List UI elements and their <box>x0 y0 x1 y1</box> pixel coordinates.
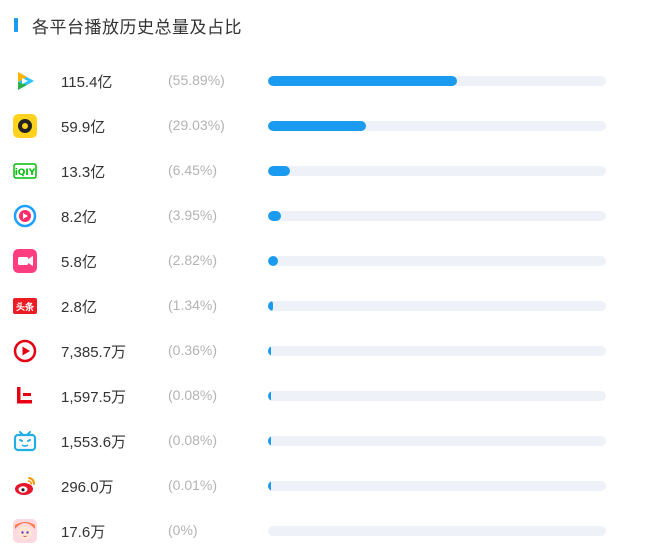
platform-row: 296.0万 (0.01%) <box>0 471 650 501</box>
bar-fill <box>268 211 282 221</box>
play-count-label: 17.6万 <box>61 524 106 541</box>
play-count-label: 8.2亿 <box>61 209 97 226</box>
svg-text:头条: 头条 <box>16 301 35 313</box>
percent-label: (0%) <box>168 522 198 538</box>
chart-title: 各平台播放历史总量及占比 <box>32 17 242 37</box>
percent-label: (0.08%) <box>168 432 218 448</box>
header-accent-bar <box>14 18 18 32</box>
platform-row: 7,385.7万 (0.36%) <box>0 336 650 366</box>
anime-avatar-icon <box>13 519 37 543</box>
toutiao-icon: 头条 <box>13 294 37 318</box>
platform-row: 115.4亿 (55.89%) <box>0 66 650 96</box>
play-count-label: 1,597.5万 <box>61 389 127 406</box>
pink-video-app-icon <box>13 249 37 273</box>
red-play-app-icon <box>13 339 37 363</box>
platform-row: 1,553.6万 (0.08%) <box>0 426 650 456</box>
bar-fill <box>268 436 271 446</box>
percent-label: (2.82%) <box>168 252 218 268</box>
platform-row: 8.2亿 (3.95%) <box>0 201 650 231</box>
bilibili-icon <box>13 429 37 453</box>
play-count-label: 7,385.7万 <box>61 344 127 361</box>
percent-label: (3.95%) <box>168 207 218 223</box>
bar-fill <box>268 76 457 86</box>
bar-track <box>268 301 606 311</box>
play-count-label: 296.0万 <box>61 479 114 496</box>
yellow-lens-app-icon <box>13 114 37 138</box>
bar-fill <box>268 121 367 131</box>
bar-fill <box>268 481 271 491</box>
bar-track <box>268 391 606 401</box>
bar-track <box>268 76 606 86</box>
percent-label: (6.45%) <box>168 162 218 178</box>
bar-track <box>268 526 606 536</box>
play-count-label: 115.4亿 <box>61 74 113 91</box>
bar-track <box>268 166 606 176</box>
percent-label: (0.08%) <box>168 387 218 403</box>
bar-track <box>268 436 606 446</box>
bar-fill <box>268 391 271 401</box>
bar-fill <box>268 166 290 176</box>
bar-fill <box>268 301 273 311</box>
platform-row: 5.8亿 (2.82%) <box>0 246 650 276</box>
percent-label: (0.36%) <box>168 342 218 358</box>
platform-row: 1,597.5万 (0.08%) <box>0 381 650 411</box>
svg-text:iQIY: iQIY <box>15 168 36 178</box>
play-count-label: 59.9亿 <box>61 119 106 136</box>
platform-row: 17.6万 (0%) <box>0 516 650 546</box>
percent-label: (1.34%) <box>168 297 218 313</box>
bar-track <box>268 346 606 356</box>
bar-track <box>268 121 606 131</box>
youku-icon <box>13 204 37 228</box>
percent-label: (55.89%) <box>168 72 225 88</box>
percent-label: (29.03%) <box>168 117 225 133</box>
percent-label: (0.01%) <box>168 477 218 493</box>
bar-track <box>268 481 606 491</box>
bar-fill <box>268 346 271 356</box>
tencent-video-icon <box>13 69 37 93</box>
weibo-icon <box>13 474 37 498</box>
play-count-label: 1,553.6万 <box>61 434 127 451</box>
platform-row: 头条 2.8亿 (1.34%) <box>0 291 650 321</box>
play-count-label: 13.3亿 <box>61 164 106 181</box>
play-count-label: 2.8亿 <box>61 299 97 316</box>
bar-track <box>268 211 606 221</box>
platform-row: iQIY 13.3亿 (6.45%) <box>0 156 650 186</box>
iqiyi-icon: iQIY <box>13 159 37 183</box>
letv-icon <box>13 384 37 408</box>
play-count-label: 5.8亿 <box>61 254 97 271</box>
bar-track <box>268 256 606 266</box>
bar-fill <box>268 256 278 266</box>
chart-header: 各平台播放历史总量及占比 <box>14 14 242 37</box>
platform-row: 59.9亿 (29.03%) <box>0 111 650 141</box>
